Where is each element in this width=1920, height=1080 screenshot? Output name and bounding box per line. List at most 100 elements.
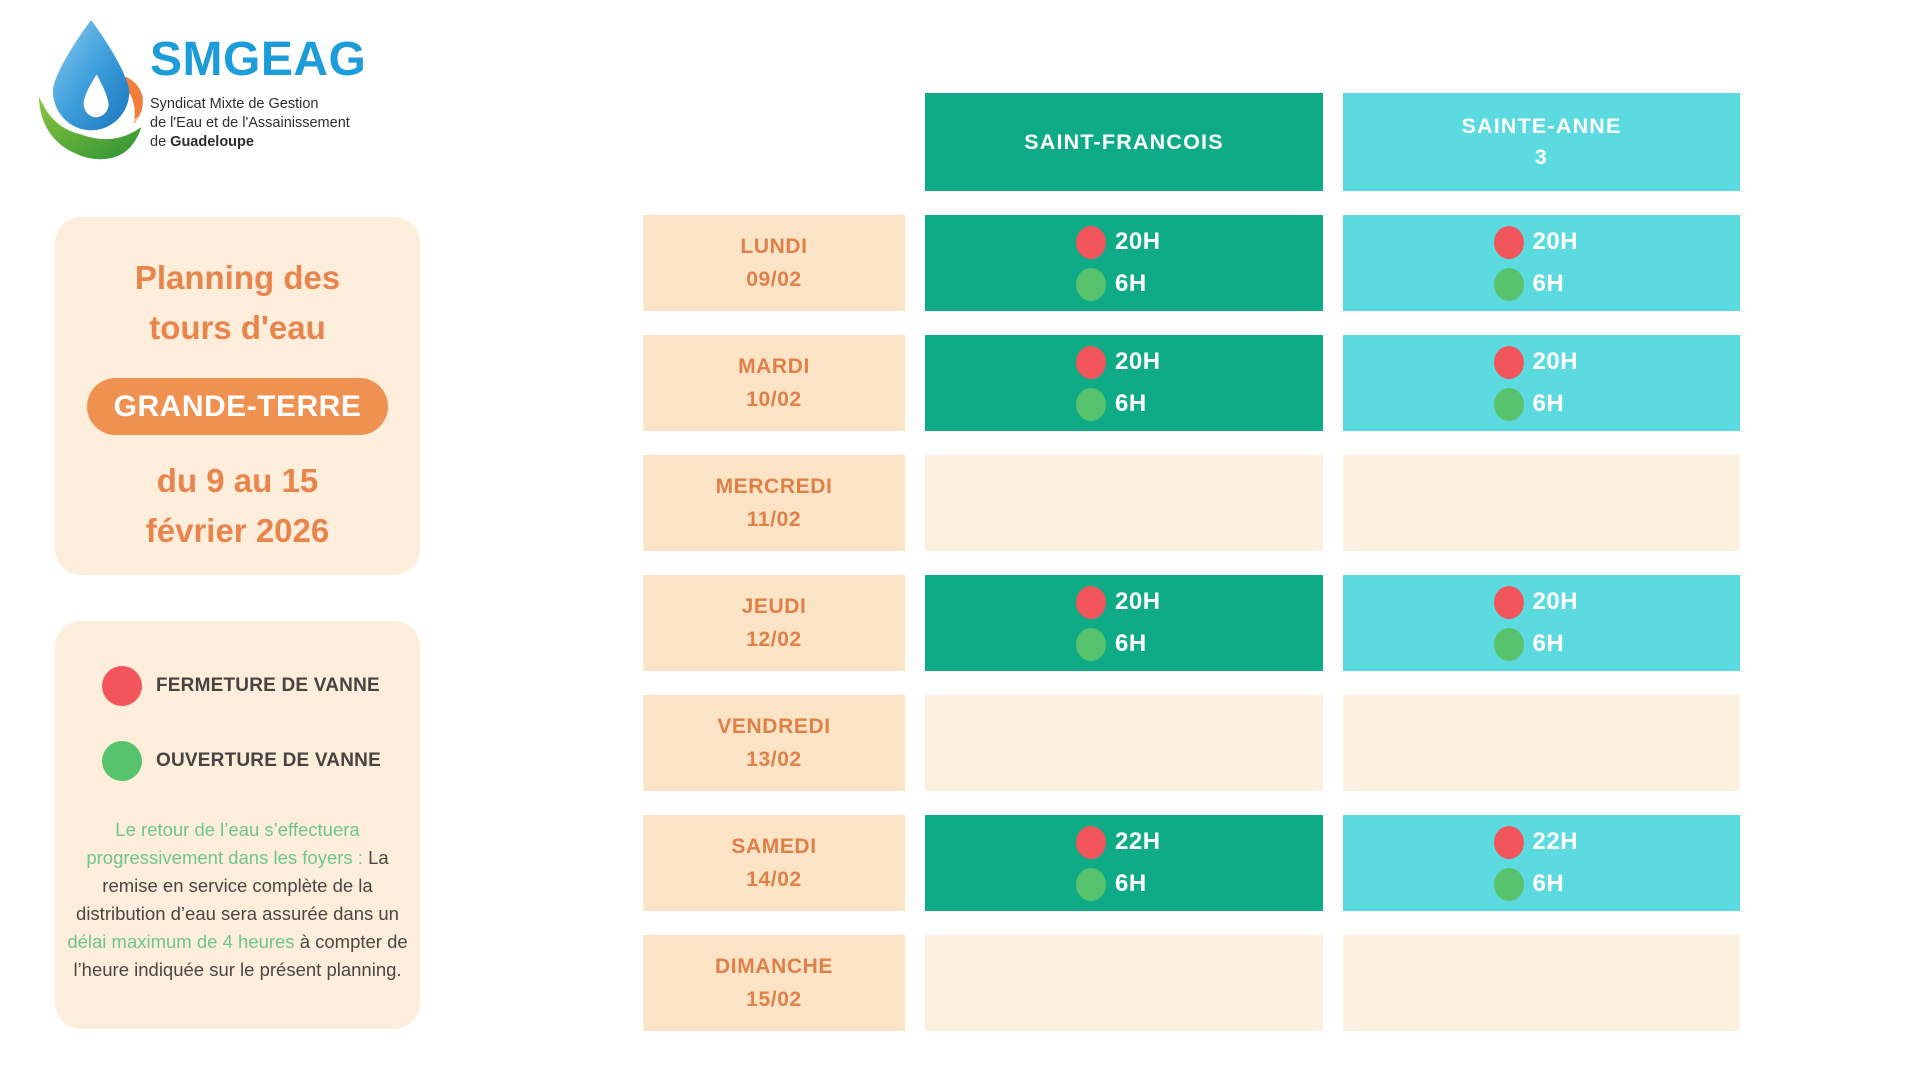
column-header-sainte-anne-3: SAINTE-ANNE 3	[1343, 93, 1740, 191]
period-line2: février 2026	[145, 512, 330, 549]
open-time-line: 6H	[1076, 863, 1172, 905]
close-time-line: 22H	[1076, 821, 1172, 863]
note-green-2: délai maximum de 4 heures	[67, 931, 295, 952]
close-time-line: 20H	[1493, 341, 1590, 383]
day-name: DIMANCHE	[715, 955, 833, 978]
column-header-label: SAINTE-ANNE	[1461, 114, 1622, 138]
period-text: du 9 au 15 février 2026	[55, 456, 420, 556]
schedule-cell-saint-francois-jeudi: 20H 6H	[925, 575, 1323, 671]
open-time-label: 6H	[1115, 390, 1147, 417]
open-time-line: 6H	[1493, 863, 1590, 905]
close-valve-icon	[1493, 585, 1524, 619]
legend-note: Le retour de l’eau s’effectuera progress…	[67, 816, 408, 984]
day-cell-dimanche: DIMANCHE 15/02	[643, 935, 905, 1031]
schedule-cell-sainte-anne-3-vendredi	[1343, 695, 1740, 791]
close-time-label: 20H	[1532, 348, 1579, 375]
legend-list: FERMETURE DE VANNE OUVERTURE DE VANNE	[55, 666, 420, 781]
open-time-line: 6H	[1493, 263, 1590, 305]
close-valve-icon	[1493, 825, 1524, 859]
day-date: 11/02	[746, 508, 802, 531]
open-time-label: 6H	[1115, 870, 1147, 897]
title-line1: Planning des	[134, 259, 341, 296]
legend-item: FERMETURE DE VANNE	[55, 666, 420, 706]
brand-subtitle-line2: de l'Eau et de l'Assainissement	[150, 115, 350, 131]
day-name: MERCREDI	[715, 475, 833, 498]
title-card: Planning des tours d'eau GRANDE-TERRE du…	[55, 217, 420, 575]
day-name: LUNDI	[740, 235, 808, 258]
close-valve-icon	[1076, 825, 1106, 859]
poster-title: Planning des tours d'eau	[55, 253, 420, 353]
close-time-line: 20H	[1493, 581, 1590, 623]
day-cell-lundi: LUNDI 09/02	[643, 215, 905, 311]
close-valve-icon	[1076, 345, 1106, 379]
smgeag-logo: SMGEAG Syndicat Mixte de Gestion de l'Ea…	[34, 20, 366, 162]
open-time-line: 6H	[1076, 623, 1172, 665]
schedule-cell-saint-francois-mardi: 20H 6H	[925, 335, 1323, 431]
open-time-label: 6H	[1115, 630, 1147, 657]
column-header-label: SAINT-FRANCOIS	[1024, 129, 1224, 154]
open-valve-icon	[1076, 267, 1106, 301]
close-time-line: 20H	[1076, 581, 1172, 623]
schedule-cell-sainte-anne-3-jeudi: 20H 6H	[1343, 575, 1740, 671]
close-time-label: 20H	[1115, 228, 1161, 255]
title-line2: tours d'eau	[149, 309, 326, 346]
day-cell-mardi: MARDI 10/02	[643, 335, 905, 431]
day-name: SAMEDI	[731, 835, 817, 858]
legend-item-label: FERMETURE DE VANNE	[156, 675, 380, 696]
close-time-line: 20H	[1076, 341, 1172, 383]
close-time-label: 20H	[1115, 348, 1161, 375]
schedule-cell-sainte-anne-3-dimanche	[1343, 935, 1740, 1031]
logo-text: SMGEAG Syndicat Mixte de Gestion de l'Ea…	[150, 20, 366, 152]
close-time-label: 22H	[1532, 828, 1579, 855]
day-name: MARDI	[738, 355, 810, 378]
close-valve-icon	[1076, 225, 1106, 259]
open-time-label: 6H	[1115, 270, 1147, 297]
open-time-line: 6H	[1493, 383, 1590, 425]
schedule-cell-sainte-anne-3-lundi: 20H 6H	[1343, 215, 1740, 311]
open-time-line: 6H	[1493, 623, 1590, 665]
open-time-label: 6H	[1532, 390, 1565, 417]
schedule-cell-sainte-anne-3-mardi: 20H 6H	[1343, 335, 1740, 431]
brand-subtitle-line1: Syndicat Mixte de Gestion	[150, 96, 319, 112]
brand-subtitle-bold: Guadeloupe	[170, 134, 254, 150]
day-date: 13/02	[746, 748, 802, 771]
note-dark-2: à compter de l’heure indiquée sur le pré…	[73, 931, 408, 980]
open-time-label: 6H	[1532, 270, 1565, 297]
schedule-cell-saint-francois-dimanche	[925, 935, 1323, 1031]
day-date: 15/02	[746, 988, 802, 1011]
day-cell-mercredi: MERCREDI 11/02	[643, 455, 905, 551]
day-date: 14/02	[746, 868, 802, 891]
schedule-cell-saint-francois-mercredi	[925, 455, 1323, 551]
day-name: VENDREDI	[717, 715, 831, 738]
brand-subtitle-line3: de	[150, 134, 171, 150]
region-badge: GRANDE-TERRE	[87, 378, 388, 435]
legend-item: OUVERTURE DE VANNE	[55, 741, 420, 781]
note-dark-1: La remise en service complète de la dist…	[76, 847, 399, 924]
close-time-label: 20H	[1115, 588, 1161, 615]
schedule-grid: SAINT-FRANCOIS SAINTE-ANNE 3 LUNDI 09/02 20H 6…	[643, 93, 1740, 1031]
brand-name: SMGEAG	[150, 33, 367, 86]
open-time-label: 6H	[1532, 630, 1565, 657]
open-valve-icon	[1076, 627, 1106, 661]
open-valve-icon	[1493, 867, 1524, 901]
open-time-label: 6H	[1532, 870, 1565, 897]
schedule-cell-saint-francois-vendredi	[925, 695, 1323, 791]
open-valve-icon	[1493, 387, 1524, 421]
column-header-label: 3	[1534, 145, 1549, 169]
schedule-cell-sainte-anne-3-samedi: 22H 6H	[1343, 815, 1740, 911]
schedule-cell-sainte-anne-3-mercredi	[1343, 455, 1740, 551]
close-valve-icon	[1493, 345, 1524, 379]
header-spacer	[643, 93, 905, 191]
close-time-label: 20H	[1532, 588, 1579, 615]
open-valve-icon	[1076, 867, 1106, 901]
close-time-label: 22H	[1115, 828, 1161, 855]
day-name: JEUDI	[741, 595, 807, 618]
legend-item-label: OUVERTURE DE VANNE	[156, 750, 381, 771]
open-valve-icon	[1493, 267, 1524, 301]
open-valve-icon	[102, 741, 142, 781]
legend-card: FERMETURE DE VANNE OUVERTURE DE VANNE Le …	[55, 621, 420, 1029]
open-time-line: 6H	[1076, 263, 1172, 305]
day-cell-samedi: SAMEDI 14/02	[643, 815, 905, 911]
brand-subtitle: Syndicat Mixte de Gestion de l'Eau et de…	[150, 95, 366, 152]
